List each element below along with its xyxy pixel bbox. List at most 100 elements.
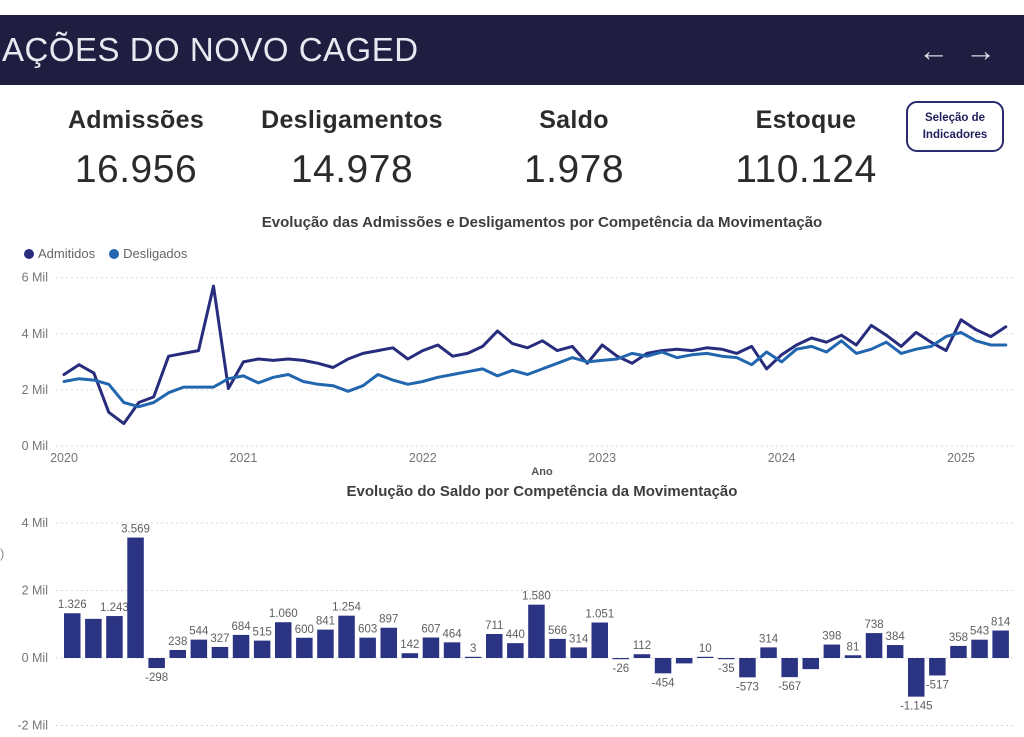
svg-text:3: 3 [470, 643, 476, 655]
saldo-bar[interactable] [950, 645, 967, 658]
saldo-bar[interactable] [464, 656, 482, 658]
button-label-line2: Indicadores [922, 128, 988, 141]
previous-page-arrow-icon[interactable]: ← [918, 32, 949, 68]
saldo-bar[interactable] [570, 647, 587, 658]
svg-text:314: 314 [759, 633, 779, 645]
svg-text:711: 711 [485, 620, 503, 632]
kpi-estoque: Estoque 110.124 [696, 106, 916, 192]
saldo-bar[interactable] [992, 630, 1009, 658]
svg-text:-454: -454 [652, 677, 676, 689]
svg-text:841: 841 [316, 616, 335, 628]
saldo-bar[interactable] [886, 645, 904, 658]
saldo-bar[interactable] [64, 613, 81, 658]
clipped-axis-title-fragment: ) [0, 546, 5, 561]
svg-text:384: 384 [886, 631, 906, 643]
saldo-bar[interactable] [528, 604, 545, 658]
svg-text:-517: -517 [926, 679, 949, 691]
x-axis-title: Ano [531, 466, 553, 478]
saldo-bar[interactable] [422, 637, 440, 658]
svg-text:897: 897 [379, 614, 398, 626]
saldo-bar[interactable] [148, 658, 165, 669]
saldo-bar[interactable] [275, 622, 292, 658]
saldo-bar[interactable] [443, 642, 461, 658]
saldo-bar[interactable] [211, 646, 229, 658]
saldo-bar[interactable] [718, 658, 735, 660]
bar-chart[interactable]: 4 Mil 2 Mil 0 Mil -2 Mil 1.326 1.243 3.569 -298… [0, 500, 1024, 737]
saldo-bar[interactable] [675, 658, 693, 664]
svg-text:2 Mil: 2 Mil [22, 383, 48, 397]
saldo-bar[interactable] [507, 643, 524, 658]
svg-text:6 Mil: 6 Mil [22, 271, 48, 285]
saldo-bar[interactable] [232, 634, 250, 658]
kpi-label: Desligamentos [261, 106, 443, 134]
svg-text:738: 738 [864, 619, 883, 631]
saldo-bar[interactable] [802, 658, 820, 670]
legend-item-admitidos[interactable]: Admitidos [24, 246, 95, 261]
saldo-bar[interactable] [401, 653, 419, 658]
saldo-bar[interactable] [633, 654, 651, 658]
saldo-bar[interactable] [106, 616, 123, 658]
kpi-saldo: Saldo 1.978 [489, 106, 659, 192]
saldo-bar[interactable] [190, 639, 208, 658]
saldo-bar[interactable] [338, 615, 355, 658]
kpi-label: Saldo [539, 106, 609, 134]
svg-text:1.051: 1.051 [585, 609, 614, 621]
bar-chart-title: Evolução do Saldo por Competência da Mov… [346, 483, 738, 500]
saldo-bar[interactable] [317, 629, 334, 658]
saldo-bar[interactable] [844, 655, 862, 658]
svg-text:1.060: 1.060 [269, 608, 298, 620]
svg-text:4 Mil: 4 Mil [22, 516, 48, 530]
svg-text:398: 398 [822, 631, 841, 643]
saldo-bar[interactable] [929, 658, 946, 676]
kpi-value: 14.978 [290, 148, 414, 191]
saldo-bar[interactable] [739, 658, 756, 678]
saldo-bar[interactable] [654, 658, 672, 674]
saldo-bar[interactable] [169, 649, 187, 658]
svg-text:603: 603 [358, 624, 377, 636]
svg-text:2020: 2020 [50, 451, 78, 465]
svg-text:1.254: 1.254 [332, 602, 361, 614]
saldo-bar[interactable] [612, 658, 630, 660]
saldo-bar[interactable] [781, 658, 798, 678]
saldo-bar[interactable] [971, 639, 988, 658]
saldo-bar[interactable] [908, 658, 925, 697]
saldo-bar[interactable] [127, 537, 144, 658]
svg-text:327: 327 [210, 633, 229, 645]
line-chart-title: Evolução das Admissões e Desligamentos p… [261, 214, 823, 231]
saldo-bar[interactable] [697, 656, 714, 658]
kpi-value: 110.124 [735, 148, 877, 191]
svg-text:-573: -573 [736, 681, 759, 693]
svg-text:-1.145: -1.145 [900, 701, 933, 713]
kpi-value: 1.978 [523, 148, 625, 191]
saldo-bar[interactable] [253, 640, 271, 658]
svg-text:464: 464 [442, 628, 462, 640]
saldo-bar[interactable] [359, 637, 376, 658]
svg-text:814: 814 [991, 617, 1011, 629]
saldo-bar[interactable] [85, 618, 102, 658]
indicator-selection-button[interactable]: Seleção de Indicadores [906, 101, 1004, 152]
legend-label: Desligados [123, 246, 188, 261]
svg-text:600: 600 [295, 624, 314, 636]
svg-text:2023: 2023 [588, 451, 616, 465]
legend-item-desligados[interactable]: Desligados [109, 246, 187, 261]
svg-text:1.326: 1.326 [58, 599, 87, 611]
svg-text:-2 Mil: -2 Mil [17, 719, 48, 733]
saldo-bar[interactable] [760, 647, 777, 658]
next-page-arrow-icon[interactable]: → [965, 32, 996, 68]
saldo-bar[interactable] [486, 634, 503, 658]
saldo-bar[interactable] [380, 627, 398, 658]
svg-text:2025: 2025 [947, 451, 975, 465]
svg-text:2 Mil: 2 Mil [22, 584, 48, 598]
saldo-bar[interactable] [823, 644, 841, 658]
svg-text:112: 112 [633, 640, 651, 652]
page-navigation: ← → [918, 15, 996, 85]
svg-text:2024: 2024 [768, 451, 796, 465]
saldo-bar[interactable] [296, 637, 313, 658]
legend-label: Admitidos [38, 246, 96, 261]
svg-text:2021: 2021 [229, 451, 257, 465]
saldo-bar[interactable] [591, 622, 609, 658]
svg-text:314: 314 [569, 633, 589, 645]
saldo-bar[interactable] [865, 633, 883, 658]
saldo-bar[interactable] [549, 638, 566, 658]
